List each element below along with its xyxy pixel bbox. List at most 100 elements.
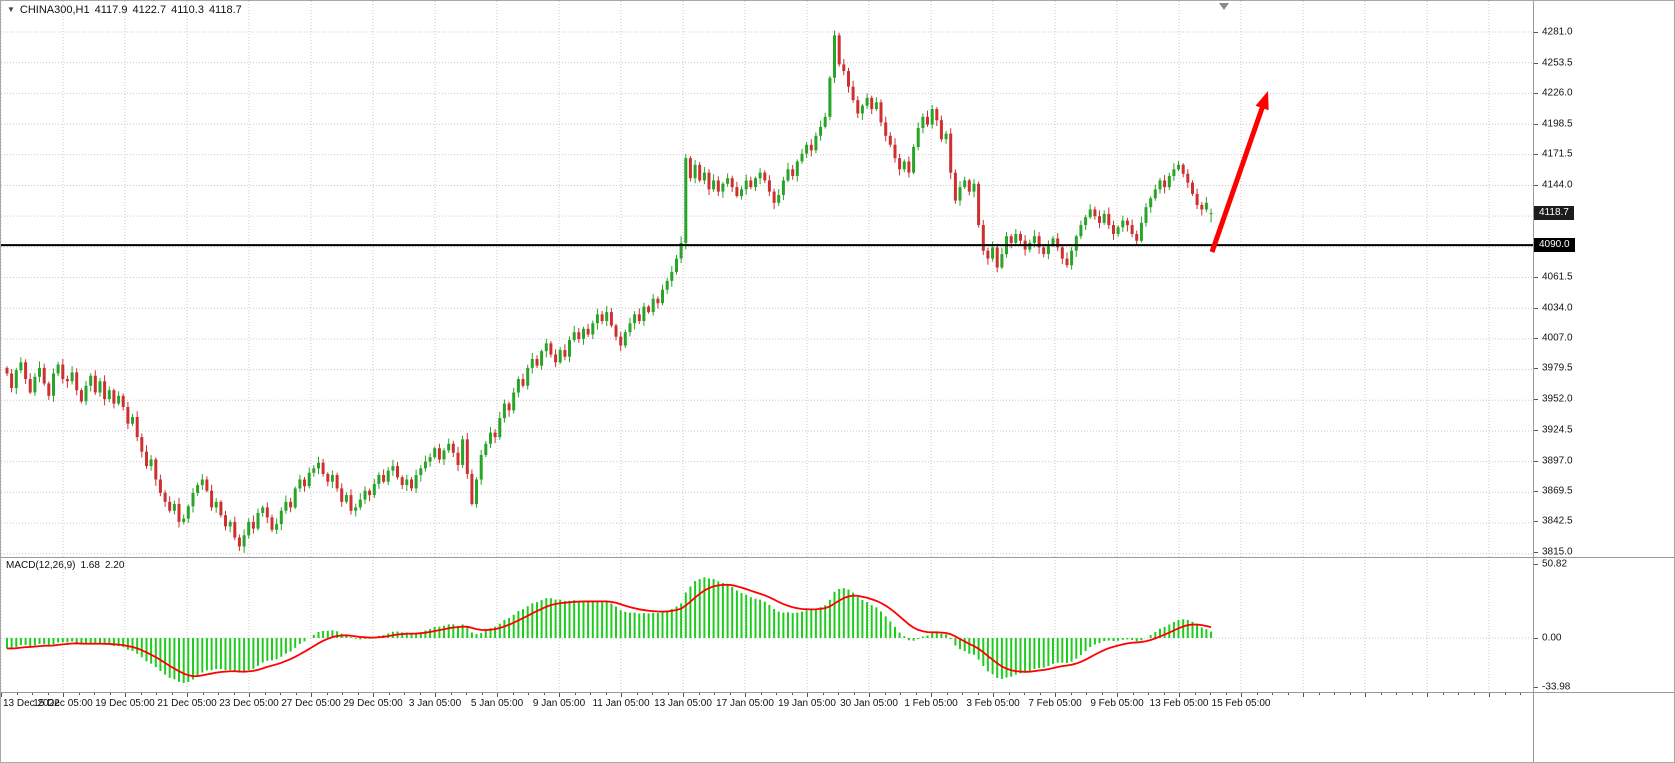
price-axis-tick bbox=[1534, 307, 1538, 309]
price-axis-label: 4226.0 bbox=[1542, 87, 1573, 99]
time-axis-tick bbox=[1179, 693, 1180, 697]
price-axis-tick bbox=[1534, 552, 1538, 554]
time-axis-minor-tick bbox=[295, 693, 297, 695]
time-axis-minor-tick bbox=[264, 693, 266, 695]
price-axis-label: 3979.5 bbox=[1542, 362, 1573, 374]
time-axis-minor-tick bbox=[1380, 693, 1382, 695]
time-axis-minor-tick bbox=[1256, 693, 1258, 695]
symbol-dropdown-icon[interactable]: ▼ bbox=[7, 5, 15, 14]
arrow-annotation[interactable] bbox=[1209, 91, 1269, 253]
time-axis-minor-tick bbox=[1008, 693, 1010, 695]
time-axis-minor-tick bbox=[512, 693, 514, 695]
time-axis-minor-tick bbox=[1473, 693, 1475, 695]
time-axis-tick bbox=[1117, 693, 1118, 697]
time-axis-minor-tick bbox=[528, 693, 529, 695]
time-axis-minor-tick bbox=[1411, 693, 1413, 695]
ohlc-high: 4122.7 bbox=[132, 4, 167, 16]
ohlc-low: 4110.3 bbox=[171, 4, 204, 16]
time-axis-tick bbox=[1365, 693, 1366, 697]
price-axis-label: 4198.5 bbox=[1542, 118, 1573, 130]
time-axis[interactable]: 13 Dec 2022 15 Dec 05:00 19 Dec 05:00 21 De… bbox=[1, 693, 1533, 762]
time-axis-minor-tick bbox=[1148, 693, 1149, 695]
time-axis-label: 3 Feb 05:00 bbox=[966, 698, 1020, 709]
time-axis-minor-tick bbox=[1194, 693, 1196, 695]
time-axis-label: 23 Dec 05:00 bbox=[219, 698, 279, 709]
macd-axis-tick bbox=[1534, 687, 1538, 689]
time-axis-minor-tick bbox=[698, 693, 700, 695]
macd-name: MACD(12,26,9) bbox=[6, 560, 76, 571]
time-axis-minor-tick bbox=[1210, 693, 1211, 695]
price-axis-tick bbox=[1534, 32, 1538, 34]
time-axis-minor-tick bbox=[1163, 693, 1165, 695]
time-axis-minor-tick bbox=[977, 693, 979, 695]
main-grid bbox=[1, 1, 1533, 557]
time-axis-tick bbox=[63, 693, 64, 697]
macd-histogram bbox=[6, 577, 1213, 683]
price-axis-label: 4061.5 bbox=[1542, 271, 1573, 283]
panel-divider[interactable] bbox=[1, 557, 1674, 558]
time-axis-minor-tick bbox=[1070, 693, 1072, 695]
time-axis-minor-tick bbox=[94, 693, 95, 695]
time-axis-minor-tick bbox=[156, 693, 157, 695]
time-axis-label: 19 Dec 05:00 bbox=[95, 698, 155, 709]
right-shift-marker-icon[interactable] bbox=[1219, 3, 1229, 10]
macd-indicator-label: MACD(12,26,9) 1.68 2.20 bbox=[6, 560, 124, 571]
price-axis-tick bbox=[1534, 521, 1538, 523]
price-axis-tick bbox=[1534, 62, 1538, 64]
price-axis-label: 4007.0 bbox=[1542, 332, 1573, 344]
price-axis-label: 4144.0 bbox=[1542, 179, 1573, 191]
time-axis-minor-tick bbox=[822, 693, 824, 695]
candlestick-chart[interactable] bbox=[1, 1, 1533, 557]
time-axis-minor-tick bbox=[1520, 693, 1521, 695]
time-axis-minor-tick bbox=[962, 693, 963, 695]
time-axis-label: 5 Jan 05:00 bbox=[470, 698, 524, 709]
ohlc-close: 4118.7 bbox=[208, 4, 242, 16]
time-axis-minor-tick bbox=[543, 693, 545, 695]
price-axis-label: 4034.0 bbox=[1542, 302, 1573, 314]
time-axis-tick bbox=[559, 693, 560, 697]
price-axis-tick bbox=[1534, 124, 1538, 126]
time-axis-minor-tick bbox=[233, 693, 235, 695]
macd-indicator-panel[interactable] bbox=[1, 557, 1533, 692]
time-axis-tick bbox=[1427, 693, 1428, 697]
macd-signal-value: 2.20 bbox=[104, 560, 125, 571]
candles bbox=[5, 30, 1213, 553]
time-axis-label: 13 Dec 2022 bbox=[3, 698, 60, 709]
time-axis-minor-tick bbox=[636, 693, 638, 695]
time-axis-label: 17 Jan 05:00 bbox=[716, 698, 774, 709]
time-axis-tick bbox=[683, 693, 684, 697]
time-axis-tick bbox=[1, 693, 2, 697]
price-axis[interactable]: 4281.0 4253.5 4226.0 4198.5 4171.5 4144.0 4061… bbox=[1533, 1, 1674, 762]
time-axis-minor-tick bbox=[1504, 693, 1506, 695]
price-axis-label: 3924.5 bbox=[1542, 424, 1573, 436]
time-axis-minor-tick bbox=[140, 693, 142, 695]
time-axis-minor-tick bbox=[900, 693, 901, 695]
time-axis-tick bbox=[497, 693, 498, 697]
time-axis-label: 9 Jan 05:00 bbox=[532, 698, 586, 709]
time-axis-minor-tick bbox=[450, 693, 452, 695]
time-axis-tick bbox=[311, 693, 312, 697]
time-axis-minor-tick bbox=[32, 693, 33, 695]
time-axis-minor-tick bbox=[853, 693, 855, 695]
price-axis-label: 3842.5 bbox=[1542, 515, 1573, 527]
time-axis-tick bbox=[993, 693, 994, 697]
time-axis-minor-tick bbox=[884, 693, 886, 695]
time-axis-tick bbox=[187, 693, 188, 697]
time-axis-label: 7 Feb 05:00 bbox=[1028, 698, 1082, 709]
price-axis-tick bbox=[1534, 93, 1538, 95]
price-axis-tick bbox=[1534, 337, 1538, 339]
time-axis-minor-tick bbox=[326, 693, 328, 695]
time-axis-minor-tick bbox=[1086, 693, 1087, 695]
time-axis-minor-tick bbox=[838, 693, 839, 695]
chart-title-symbol: CHINA300,H1 bbox=[19, 4, 90, 16]
time-axis-minor-tick bbox=[1349, 693, 1351, 695]
time-axis-minor-tick bbox=[357, 693, 359, 695]
time-axis-label: 30 Jan 05:00 bbox=[840, 698, 898, 709]
time-axis-tick bbox=[373, 693, 374, 697]
time-axis-label: 11 Jan 05:00 bbox=[592, 698, 650, 709]
time-axis-tick bbox=[125, 693, 126, 697]
macd-axis-label: 0.00 bbox=[1542, 632, 1562, 644]
time-axis-tick bbox=[1055, 693, 1056, 697]
price-axis-label: 4253.5 bbox=[1542, 57, 1573, 69]
time-axis-tick bbox=[1303, 693, 1304, 697]
